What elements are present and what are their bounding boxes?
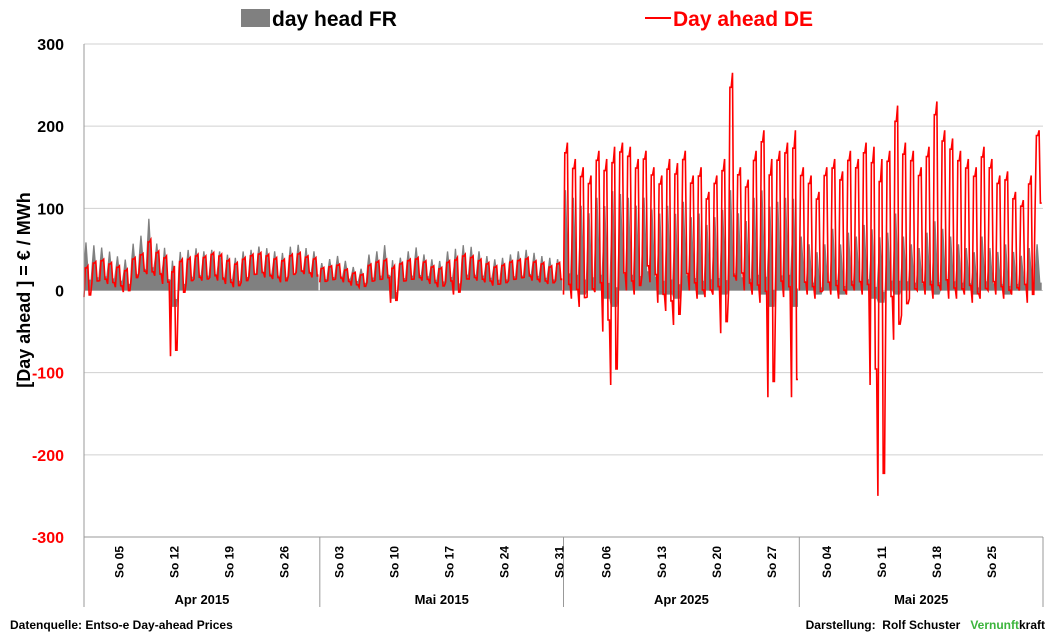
de-line-mai-2015 — [319, 252, 563, 303]
chart-legend: day head FR Day ahead DE — [241, 8, 813, 31]
month-label: Apr 2015 — [174, 592, 229, 607]
x-tick-label: So 27 — [765, 546, 779, 578]
month-label: Mai 2025 — [894, 592, 948, 607]
de-line-mai-2025 — [798, 101, 1042, 496]
x-tick-label: So 11 — [875, 546, 889, 578]
y-tick-labels: 300 200 100 0 -100 -200 -300 — [32, 37, 64, 547]
x-tick-label: So 18 — [930, 546, 944, 578]
axes — [83, 44, 1044, 607]
x-tick-label: So 13 — [655, 546, 669, 578]
x-tick-label: So 26 — [277, 546, 291, 578]
brand-name-green: Vernunft — [970, 618, 1019, 632]
month-label: Apr 2025 — [654, 592, 709, 607]
y-tick-label: 0 — [55, 284, 64, 301]
month-label: Mai 2015 — [415, 592, 469, 607]
x-tick-label: So 24 — [498, 546, 512, 578]
x-tick-label: So 04 — [820, 546, 834, 578]
legend-de-label: Day ahead DE — [673, 8, 813, 31]
fr-area-apr-2025 — [563, 190, 798, 307]
y-tick-label: -100 — [32, 366, 64, 383]
de-line-apr-2025 — [562, 72, 798, 398]
credit-prefix: Darstellung: Rolf Schuster — [805, 618, 971, 632]
fr-area-mai-2025 — [799, 213, 1042, 303]
x-tick-label: So 12 — [167, 546, 181, 578]
fr-area-apr-2015 — [84, 218, 319, 307]
x-tick-label: So 06 — [600, 546, 614, 578]
x-tick-label: So 19 — [222, 546, 236, 578]
legend-fr-label: day head FR — [272, 8, 397, 31]
month-labels: Apr 2015 Mai 2015 Apr 2025 Mai 2025 — [174, 592, 948, 607]
x-tick-label: So 17 — [443, 546, 457, 578]
brand-name-rest: kraft — [1018, 618, 1045, 632]
de-line-apr-2015 — [83, 236, 319, 357]
y-tick-label: -200 — [32, 448, 64, 465]
y-tick-label: -300 — [32, 530, 64, 547]
fr-area-series — [84, 190, 1042, 307]
data-source-note: Datenquelle: Entso-e Day-ahead Prices — [10, 618, 233, 632]
x-tick-labels: So 05 So 12 So 19 So 26 So 03 So 10 So 17 So 24… — [112, 546, 999, 578]
author-credit: Darstellung: Rolf Schuster Vernunftkraft — [806, 618, 1045, 632]
y-tick-label: 300 — [37, 37, 64, 54]
y-tick-label: 200 — [37, 119, 64, 136]
y-tick-label: 100 — [37, 201, 64, 218]
x-tick-label: So 31 — [553, 546, 567, 578]
x-tick-label: So 03 — [333, 546, 347, 578]
fr-area-mai-2015 — [319, 245, 563, 299]
x-tick-label: So 10 — [388, 546, 402, 578]
de-line-series — [83, 72, 1042, 496]
x-tick-label: So 25 — [985, 546, 999, 578]
legend-fr-swatch — [241, 9, 270, 27]
x-tick-label: So 20 — [710, 546, 724, 578]
y-axis-label: [Day ahead ] = € / MWh — [14, 192, 34, 388]
x-tick-label: So 05 — [112, 546, 126, 578]
